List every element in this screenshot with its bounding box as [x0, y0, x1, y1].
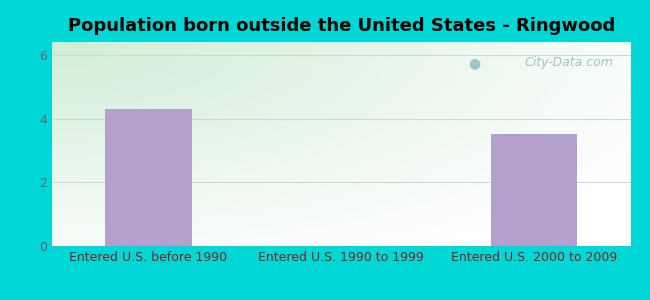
Bar	[105, 109, 192, 246]
Bar	[491, 134, 577, 246]
Text: ●: ●	[469, 56, 480, 70]
Title: Population born outside the United States - Ringwood: Population born outside the United State…	[68, 17, 615, 35]
Text: City-Data.com: City-Data.com	[525, 56, 613, 69]
